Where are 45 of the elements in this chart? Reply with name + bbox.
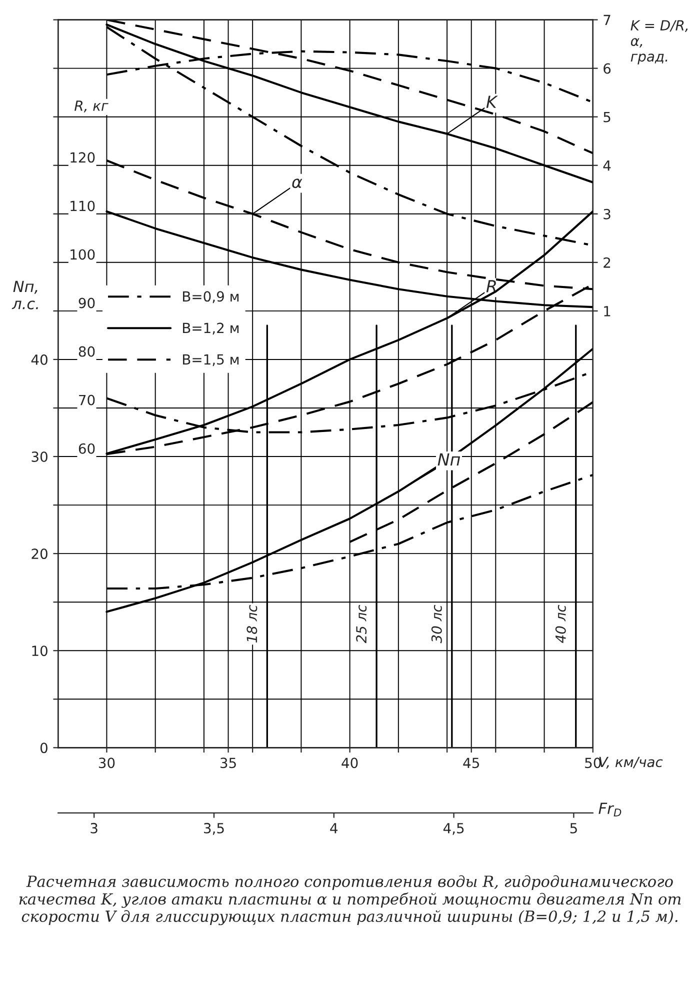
y-tick-label: 20 xyxy=(32,548,48,560)
text: Расчетная зависимость полного сопротивления воды R, гидродинамического качества K, углов атаки пластины α и потребной мощности двигателя Nп от скорости V для глиссирующих пластин различной ширины (B=0,9; 1,2 и 1,5 м). xyxy=(19,875,681,926)
x2-tick-label: 5 xyxy=(570,823,577,834)
x2-axis-title: Fr$_{D}$ xyxy=(598,802,622,816)
y3-tick-label: 70 xyxy=(79,394,95,406)
annotation: R xyxy=(486,280,496,292)
y3-tick-label: 120 xyxy=(70,152,95,163)
x-axis-title: V, км/час xyxy=(599,756,663,769)
y-tick-label: 0 xyxy=(40,742,48,754)
y-tick-label: 30 xyxy=(32,451,48,462)
ref-line-label: 40 лс xyxy=(555,604,566,643)
y2-tick-label: 5 xyxy=(604,112,610,122)
y-tick-label: 40 xyxy=(31,354,48,365)
ref-line-label: 25 лс xyxy=(356,604,367,644)
y-axis-title: Nп, л.с. xyxy=(12,280,38,310)
y2-tick-label: 4 xyxy=(603,160,611,171)
y2-tick-label: 1 xyxy=(604,306,610,316)
y-tick-label: 10 xyxy=(32,646,48,656)
x2-tick-label: 4,5 xyxy=(443,823,464,835)
legend-label: B=1,2 м xyxy=(183,322,239,335)
y2-tick-label: 3 xyxy=(604,208,610,220)
y3-tick-label: 80 xyxy=(78,346,95,357)
annotation: K xyxy=(486,96,498,108)
legend-label: B=0,9 м xyxy=(183,291,239,304)
x-tick-label: 40 xyxy=(342,758,358,768)
y3-axis-title: R, кг xyxy=(74,100,108,112)
legend-label: B=1,5 м xyxy=(183,354,239,366)
y3-tick-label: 60 xyxy=(78,443,95,454)
x-tick-label: 45 xyxy=(463,758,479,768)
y3-tick-label: 90 xyxy=(78,298,95,308)
ref-line-label: 30 лс xyxy=(431,604,442,644)
y3-tick-label: 100 xyxy=(70,249,95,260)
ref-line-label: 18 лс xyxy=(246,604,258,643)
y2-tick-label: 7 xyxy=(604,14,610,26)
x-tick-label: 30 xyxy=(98,758,115,768)
x2-tick-label: 3,5 xyxy=(204,822,224,835)
x-tick-label: 35 xyxy=(220,758,236,768)
x-tick-label: 50 xyxy=(585,758,601,768)
y2-tick-label: 6 xyxy=(604,63,611,74)
x2-tick-label: 3 xyxy=(90,822,98,834)
y3-tick-label: 110 xyxy=(70,200,95,212)
y2-axis-title: K = D/R, α, град. xyxy=(630,20,688,64)
annotation: α xyxy=(292,178,302,188)
y2-tick-label: 2 xyxy=(604,257,610,268)
x2-tick-label: 4 xyxy=(330,823,338,834)
